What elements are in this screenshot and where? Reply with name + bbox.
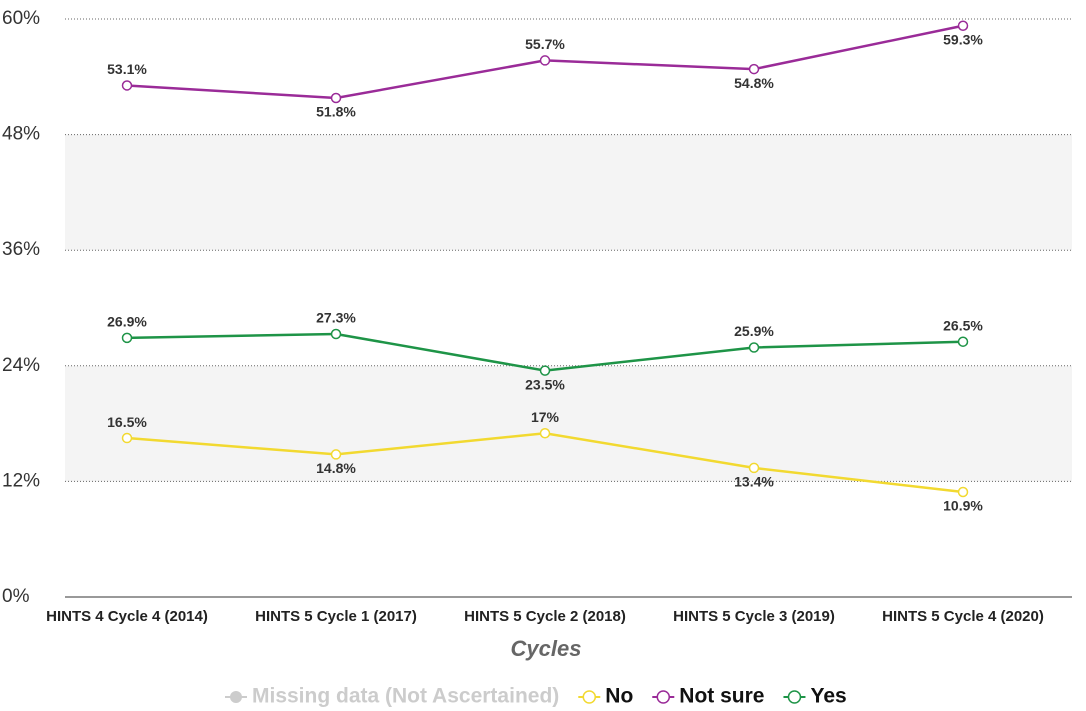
x-tick-label: HINTS 4 Cycle 4 (2014) bbox=[46, 608, 208, 625]
legend: Missing data (Not Ascertained) No Not sure… bbox=[225, 685, 847, 708]
y-tick-label: 60% bbox=[2, 8, 40, 29]
x-tick-label: HINTS 5 Cycle 2 (2018) bbox=[464, 608, 626, 625]
value-label: 17% bbox=[531, 409, 560, 425]
point bbox=[748, 342, 760, 353]
value-label: 16.5% bbox=[107, 414, 147, 430]
value-label: 13.4% bbox=[734, 474, 774, 490]
legend-label: Missing data (Not Ascertained) bbox=[252, 685, 559, 708]
point bbox=[539, 55, 551, 66]
point bbox=[748, 63, 760, 75]
point bbox=[330, 449, 342, 460]
y-tick-label: 24% bbox=[2, 355, 40, 376]
value-label: 51.8% bbox=[316, 104, 356, 120]
band bbox=[65, 134, 1072, 251]
value-label: 55.7% bbox=[525, 36, 565, 52]
y-tick-label: 48% bbox=[2, 124, 40, 145]
value-label: 23.5% bbox=[525, 376, 565, 392]
point bbox=[539, 365, 551, 376]
value-label: 26.9% bbox=[107, 314, 147, 330]
value-label: 14.8% bbox=[316, 460, 356, 476]
point bbox=[121, 80, 133, 91]
legend-marker bbox=[787, 690, 802, 704]
point bbox=[539, 427, 551, 439]
value-label: 59.3% bbox=[943, 31, 983, 47]
value-label: 25.9% bbox=[734, 323, 774, 339]
value-label: 10.9% bbox=[943, 498, 983, 514]
point bbox=[957, 336, 969, 347]
value-label: 26.5% bbox=[943, 317, 983, 333]
value-label: 54.8% bbox=[734, 75, 774, 91]
y-tick-label: 36% bbox=[2, 239, 40, 260]
line bbox=[126, 332, 964, 372]
point bbox=[748, 462, 760, 474]
legend-marker bbox=[656, 690, 671, 704]
band bbox=[65, 365, 1072, 482]
point bbox=[957, 486, 969, 498]
point bbox=[121, 432, 133, 444]
y-tick-label: 12% bbox=[2, 470, 40, 491]
point bbox=[121, 332, 133, 344]
point bbox=[330, 328, 342, 340]
value-label: 53.1% bbox=[107, 61, 147, 77]
legend-marker bbox=[582, 690, 597, 704]
y-tick-label: 0% bbox=[2, 586, 30, 607]
x-tick-label: HINTS 5 Cycle 4 (2020) bbox=[882, 608, 1044, 625]
legend-label: No bbox=[605, 685, 633, 708]
x-tick-label: HINTS 5 Cycle 1 (2017) bbox=[255, 608, 417, 625]
point bbox=[330, 92, 342, 104]
point bbox=[957, 20, 969, 31]
legend-label: Yes bbox=[810, 685, 846, 708]
x-axis-title: Cycles bbox=[511, 636, 582, 661]
x-tick-label: HINTS 5 Cycle 3 (2019) bbox=[673, 608, 835, 625]
value-label: 27.3% bbox=[316, 310, 356, 326]
legend-label: Not sure bbox=[679, 685, 764, 708]
